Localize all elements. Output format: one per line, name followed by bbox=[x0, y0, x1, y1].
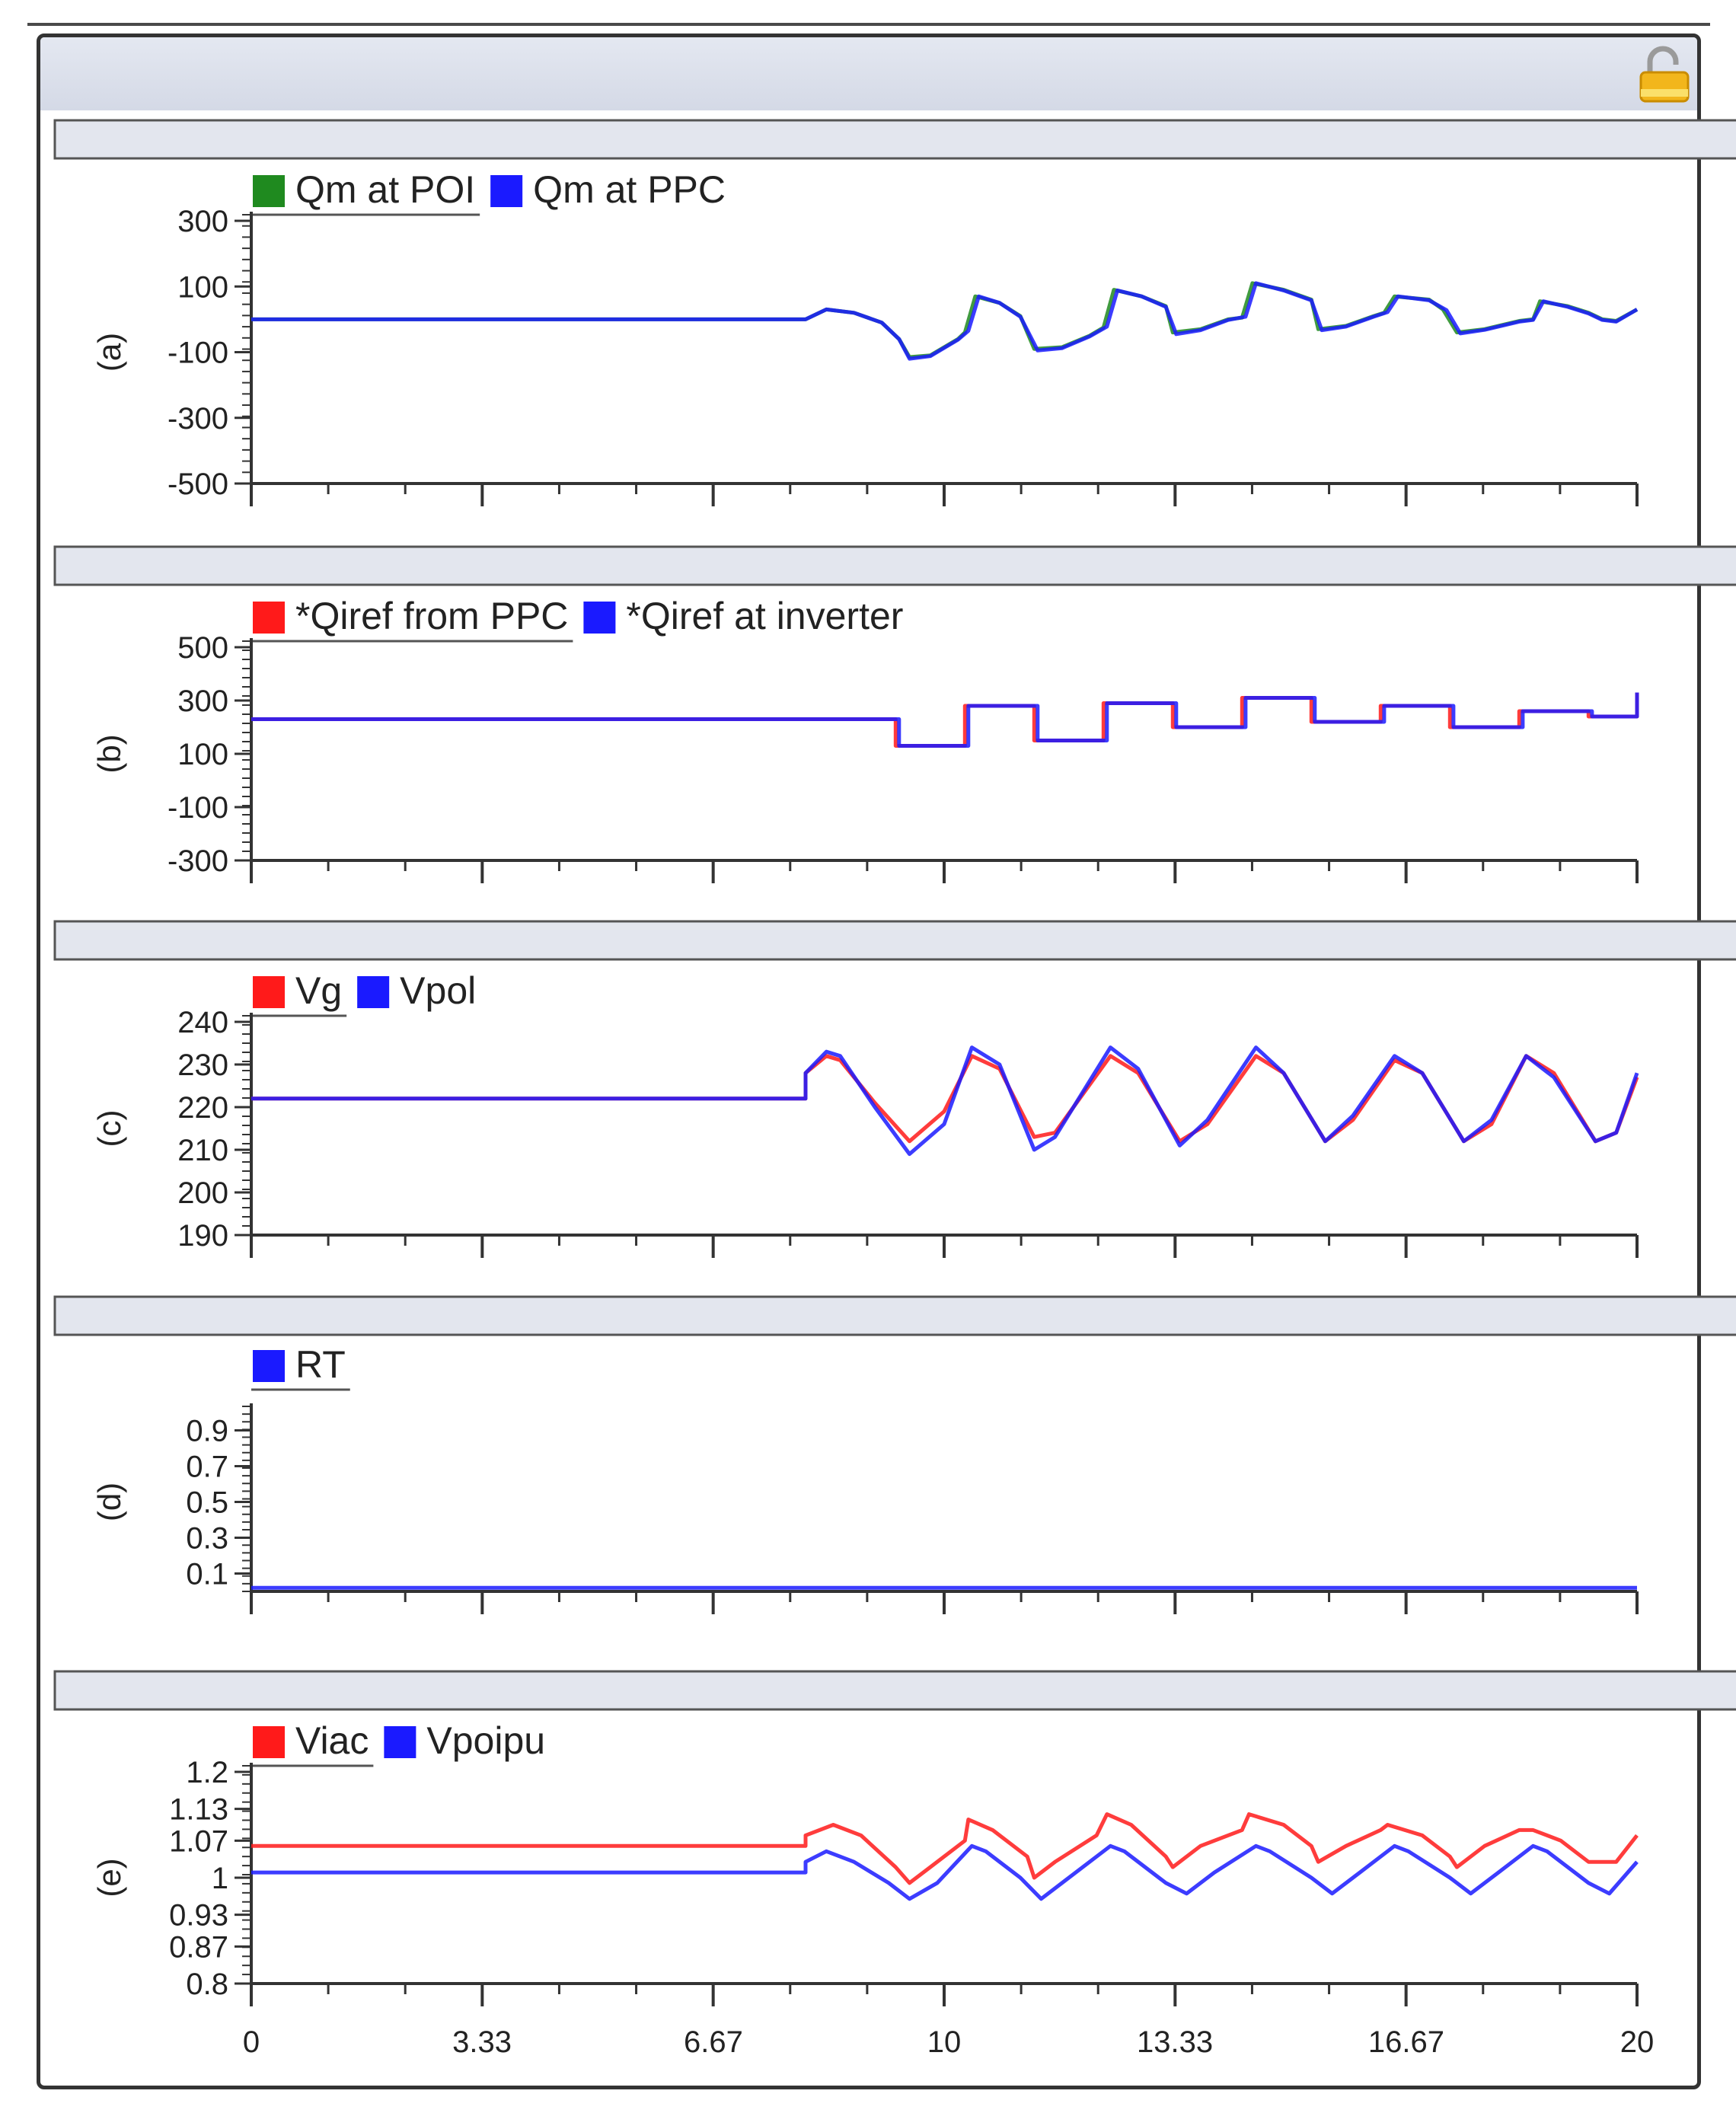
panel-axis-label: (a) bbox=[91, 333, 127, 372]
y-tick-label: 0.93 bbox=[169, 1899, 228, 1933]
y-tick-label: 230 bbox=[177, 1049, 228, 1082]
legend-swatch bbox=[253, 175, 285, 207]
y-tick-label: -500 bbox=[168, 468, 228, 501]
legend-label: Vg bbox=[295, 969, 342, 1012]
y-tick-label: 240 bbox=[177, 1006, 228, 1039]
y-tick-label: -100 bbox=[168, 791, 228, 825]
window-header-bar bbox=[40, 37, 1697, 110]
legend-swatch bbox=[490, 175, 523, 207]
legend-swatch bbox=[253, 1726, 285, 1758]
x-tick-label: 13.33 bbox=[1137, 2025, 1213, 2059]
series-line--qiref-from-ppc bbox=[251, 692, 1639, 748]
x-tick-label: 6.67 bbox=[684, 2025, 743, 2059]
legend-label: Qm at PPC bbox=[533, 168, 726, 211]
series-line-vpol bbox=[251, 1045, 1639, 1157]
series-line--qiref-at-inverter bbox=[251, 692, 1639, 748]
y-tick-label: -300 bbox=[168, 402, 228, 436]
y-tick-label: 0.1 bbox=[186, 1558, 228, 1591]
y-tick-label: 100 bbox=[177, 270, 228, 304]
y-tick-label: 1 bbox=[212, 1862, 228, 1895]
panel-header-bar bbox=[53, 1670, 1736, 1711]
legend-swatch bbox=[357, 976, 390, 1008]
x-tick-label: 3.33 bbox=[452, 2025, 512, 2059]
legend-label: *Qiref from PPC bbox=[295, 595, 568, 637]
legend-swatch bbox=[384, 1726, 416, 1758]
y-tick-label: 500 bbox=[177, 631, 228, 665]
panel-header-bar bbox=[53, 1295, 1736, 1336]
y-tick-label: 300 bbox=[177, 685, 228, 718]
y-tick-label: 300 bbox=[177, 205, 228, 238]
x-tick-label: 20 bbox=[1620, 2025, 1655, 2059]
panel-axis-label: (b) bbox=[91, 734, 127, 773]
y-tick-label: 1.13 bbox=[169, 1793, 228, 1827]
y-tick-label: 0.9 bbox=[186, 1415, 228, 1448]
legend-label: RT bbox=[295, 1343, 346, 1386]
y-tick-label: 0.3 bbox=[186, 1522, 228, 1556]
panel-header-bar bbox=[53, 119, 1736, 160]
legend-label: Viac bbox=[295, 1719, 369, 1762]
y-tick-label: 220 bbox=[177, 1091, 228, 1125]
x-tick-label: 0 bbox=[243, 2025, 260, 2059]
panel-header-bar bbox=[53, 920, 1736, 961]
x-tick-label: 10 bbox=[927, 2025, 962, 2059]
chart-window bbox=[37, 34, 1701, 2089]
legend-swatch bbox=[253, 976, 285, 1008]
series-line-vpoipu bbox=[251, 1843, 1639, 1901]
y-tick-label: 0.5 bbox=[186, 1486, 228, 1520]
series-line-viac bbox=[251, 1812, 1639, 1885]
panel-header-bar bbox=[53, 545, 1736, 586]
panel-axis-label: (c) bbox=[91, 1110, 127, 1147]
panel-axis-label: (d) bbox=[91, 1483, 127, 1521]
y-tick-label: 190 bbox=[177, 1219, 228, 1253]
y-tick-label: 210 bbox=[177, 1134, 228, 1167]
y-tick-label: 0.7 bbox=[186, 1451, 228, 1484]
y-tick-label: -300 bbox=[168, 844, 228, 878]
panel-axis-label: (e) bbox=[91, 1858, 127, 1897]
series-line-qm-at-ppc bbox=[251, 281, 1639, 361]
y-tick-label: 1.07 bbox=[169, 1824, 228, 1858]
legend-label: Qm at POI bbox=[295, 168, 475, 211]
y-tick-label: 1.2 bbox=[186, 1756, 228, 1789]
legend-label: Vpol bbox=[400, 969, 476, 1012]
y-tick-label: 0.8 bbox=[186, 1968, 228, 2001]
lock-open-icon[interactable] bbox=[1636, 45, 1693, 106]
legend-swatch bbox=[583, 602, 616, 634]
legend-swatch bbox=[253, 602, 285, 634]
x-tick-label: 16.67 bbox=[1368, 2025, 1444, 2059]
top-rule bbox=[27, 23, 1710, 26]
y-tick-label: -100 bbox=[168, 337, 228, 370]
legend-swatch bbox=[253, 1350, 285, 1382]
y-tick-label: 0.87 bbox=[169, 1930, 228, 1964]
y-tick-label: 100 bbox=[177, 738, 228, 771]
legend-label: Vpoipu bbox=[426, 1719, 545, 1762]
y-tick-label: 200 bbox=[177, 1176, 228, 1210]
legend-label: *Qiref at inverter bbox=[626, 595, 903, 637]
